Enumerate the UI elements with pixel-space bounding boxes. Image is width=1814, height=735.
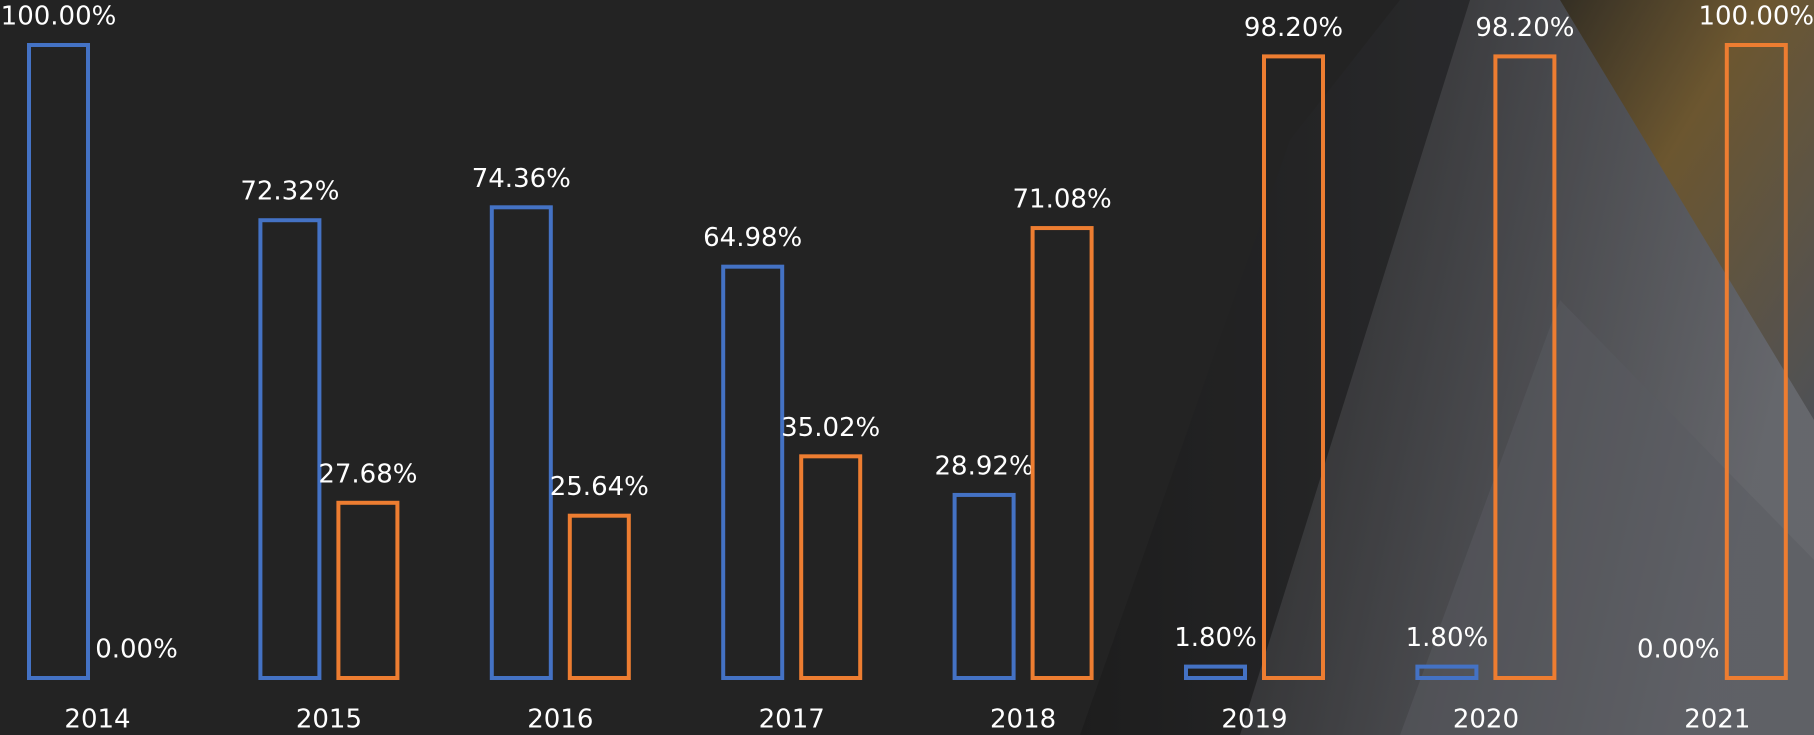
bar	[336, 500, 400, 681]
x-tick-label: 2017	[759, 705, 825, 735]
bar	[1493, 54, 1557, 681]
x-tick-label: 2016	[527, 705, 593, 735]
x-tick-label: 2014	[64, 705, 130, 735]
bar	[1030, 226, 1094, 680]
x-tick-label: 2015	[296, 705, 362, 735]
data-label: 28.92%	[935, 451, 1034, 481]
data-label: 0.00%	[1637, 635, 1720, 665]
bar	[721, 264, 785, 680]
data-label: 27.68%	[318, 459, 417, 489]
data-label: 72.32%	[240, 177, 339, 207]
bar	[799, 454, 863, 680]
data-label: 25.64%	[550, 472, 649, 502]
data-label: 35.02%	[781, 413, 880, 443]
bar	[567, 513, 631, 680]
x-tick-label: 2020	[1453, 705, 1519, 735]
data-label: 64.98%	[703, 223, 802, 253]
data-label: 0.00%	[95, 635, 178, 665]
data-label: 1.80%	[1406, 623, 1489, 653]
data-label: 74.36%	[472, 164, 571, 194]
bar	[1415, 664, 1479, 681]
bar	[489, 205, 553, 680]
bar	[1184, 664, 1247, 681]
x-tick-label: 2019	[1221, 705, 1287, 735]
data-label: 100.00%	[1, 2, 117, 32]
bar	[258, 218, 322, 681]
data-label: 71.08%	[1013, 185, 1112, 215]
bar	[1724, 43, 1788, 680]
bar	[1262, 54, 1325, 681]
x-tick-label: 2018	[990, 705, 1056, 735]
data-label: 98.20%	[1244, 13, 1343, 43]
decor	[1560, 0, 1814, 420]
data-label: 100.00%	[1698, 2, 1814, 32]
bar	[27, 43, 90, 680]
data-label: 98.20%	[1475, 13, 1574, 43]
bar	[952, 492, 1016, 680]
data-label: 1.80%	[1174, 623, 1257, 653]
decor	[1400, 300, 1814, 735]
x-tick-label: 2021	[1684, 705, 1750, 735]
